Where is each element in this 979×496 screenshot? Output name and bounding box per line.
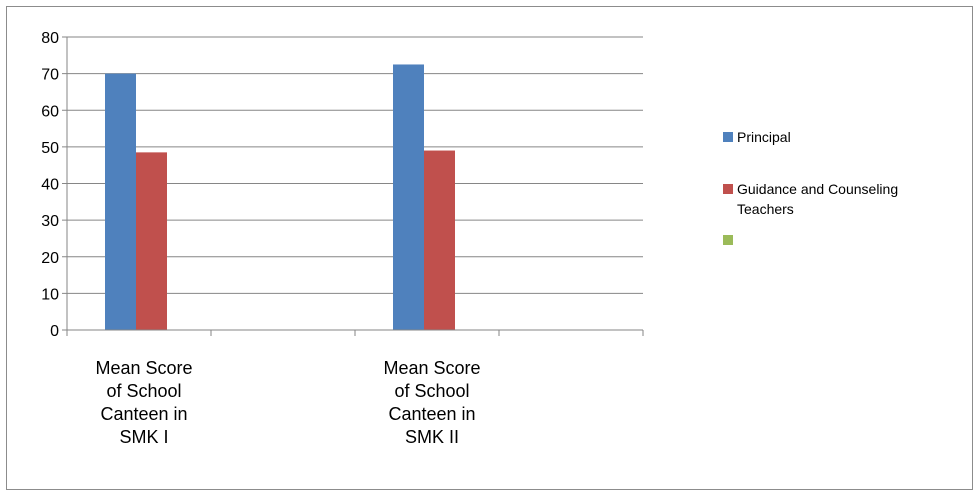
y-tick-label: 0 [50,323,59,340]
axes [66,37,644,336]
bars [105,64,455,330]
y-tick-label: 30 [41,213,59,230]
x-category-label: Mean Score of School Canteen in SMK II [383,358,480,447]
bar-guidance-and-counseling-teachers-1 [424,150,455,330]
x-category-label-line: Canteen in [100,404,187,424]
chart-frame [6,6,973,490]
x-category-label-line: of School [106,381,181,401]
bar-guidance-and-counseling-teachers-0 [136,152,167,330]
y-tick-label: 20 [41,250,59,267]
x-category-label: Mean Score of School Canteen in SMK I [95,358,192,447]
y-tick-label: 40 [41,177,59,194]
legend-swatch [723,132,733,142]
y-axis-ticks: 0 10 20 30 40 50 60 70 80 [41,30,67,340]
legend-swatch [723,235,733,245]
legend-item: Principal [723,129,791,145]
x-category-label-line: Canteen in [388,404,475,424]
legend-label: Guidance and Counseling [737,181,898,197]
bar-principal-1 [393,64,424,330]
x-category-label-line: Mean Score [95,358,192,378]
x-category-label-line: SMK II [405,427,459,447]
y-tick-label: 80 [41,30,59,47]
y-tick-label: 50 [41,140,59,157]
legend-swatch [723,184,733,194]
legend-label: Principal [737,129,791,145]
x-category-label-line: of School [394,381,469,401]
bar-principal-0 [105,73,136,330]
legend-item [723,235,733,245]
y-tick-label: 60 [41,103,59,120]
legend: Principal Guidance and Counseling Teachers [723,129,898,245]
legend-label: Teachers [737,201,794,217]
x-category-label-line: SMK I [119,427,168,447]
y-tick-label: 10 [41,286,59,303]
x-category-label-line: Mean Score [383,358,480,378]
legend-item: Guidance and Counseling Teachers [723,181,898,217]
y-tick-label: 70 [41,67,59,84]
